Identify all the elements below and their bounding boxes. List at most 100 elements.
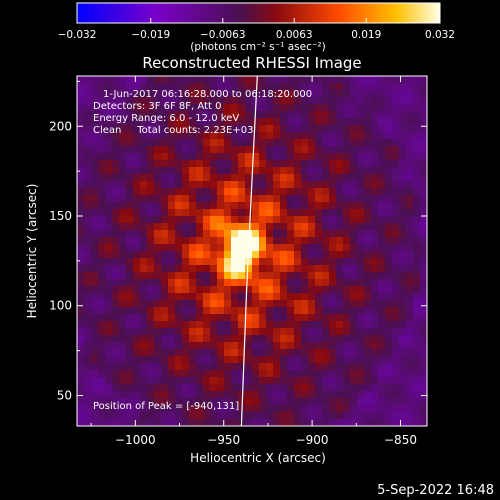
heatmap-cell <box>350 335 358 343</box>
heatmap-cell <box>413 412 421 420</box>
heatmap-cell <box>175 363 183 371</box>
heatmap-cell <box>168 174 176 182</box>
heatmap-cell <box>406 272 414 280</box>
heatmap-cell <box>210 356 218 364</box>
heatmap-cell <box>84 412 92 420</box>
heatmap-cell <box>378 384 386 392</box>
heatmap-cell <box>147 146 155 154</box>
heatmap-cell <box>91 174 99 182</box>
heatmap-cell <box>238 90 246 98</box>
heatmap-cell <box>168 335 176 343</box>
heatmap-cell <box>175 167 183 175</box>
heatmap-cell <box>294 377 302 385</box>
heatmap-cell <box>231 328 239 336</box>
heatmap-cell <box>357 349 365 357</box>
heatmap-cell <box>168 195 176 203</box>
heatmap-cell <box>378 265 386 273</box>
heatmap-cell <box>364 153 372 161</box>
heatmap-cell <box>259 342 267 350</box>
heatmap-cell <box>385 139 393 147</box>
heatmap-cell <box>308 391 316 399</box>
heatmap-cell <box>203 153 211 161</box>
heatmap-cell <box>329 111 337 119</box>
heatmap-cell <box>273 398 281 406</box>
heatmap-cell <box>266 307 274 315</box>
heatmap-cell <box>105 300 113 308</box>
heatmap-cell <box>196 90 204 98</box>
heatmap-cell <box>378 300 386 308</box>
heatmap-cell <box>343 272 351 280</box>
heatmap-cell <box>210 293 218 301</box>
heatmap-cell <box>357 300 365 308</box>
heatmap-cell <box>252 90 260 98</box>
heatmap-cell <box>161 279 169 287</box>
heatmap-cell <box>175 258 183 266</box>
heatmap-cell <box>329 146 337 154</box>
heatmap-cell <box>287 335 295 343</box>
heatmap-cell <box>189 167 197 175</box>
heatmap-cell <box>322 251 330 259</box>
heatmap-cell <box>196 146 204 154</box>
heatmap-cell <box>119 307 127 315</box>
heatmap-cell <box>343 405 351 413</box>
heatmap-cell <box>329 272 337 280</box>
heatmap-cell <box>245 97 253 105</box>
heatmap-cell <box>203 349 211 357</box>
heatmap-cell <box>119 244 127 252</box>
heatmap-cell <box>357 286 365 294</box>
heatmap-cell <box>322 237 330 245</box>
heatmap-cell <box>266 202 274 210</box>
heatmap-cell <box>231 335 239 343</box>
heatmap-cell <box>140 419 148 426</box>
heatmap-cell <box>406 97 414 105</box>
heatmap-cell <box>399 153 407 161</box>
heatmap-cell <box>308 209 316 217</box>
heatmap-cell <box>385 118 393 126</box>
heatmap-cell <box>161 293 169 301</box>
heatmap-cell <box>357 90 365 98</box>
heatmap-cell <box>245 216 253 224</box>
heatmap-cell <box>231 398 239 406</box>
heatmap-cell <box>119 258 127 266</box>
heatmap-cell <box>161 209 169 217</box>
heatmap-cell <box>133 244 141 252</box>
heatmap-cell <box>147 188 155 196</box>
heatmap-cell <box>322 314 330 322</box>
heatmap-cell <box>196 125 204 133</box>
heatmap-cell <box>91 286 99 294</box>
heatmap-cell <box>287 419 295 426</box>
heatmap-cell <box>343 307 351 315</box>
heatmap-cell <box>217 209 225 217</box>
heatmap-cell <box>315 335 323 343</box>
heatmap-cell <box>266 398 274 406</box>
heatmap-cell <box>350 104 358 112</box>
heatmap-cell <box>84 153 92 161</box>
heatmap-cell <box>133 209 141 217</box>
heatmap-cell <box>105 384 113 392</box>
heatmap-cell <box>175 370 183 378</box>
heatmap-cell <box>147 328 155 336</box>
heatmap-cell <box>196 251 204 259</box>
heatmap-cell <box>378 125 386 133</box>
heatmap-cell <box>105 398 113 406</box>
heatmap-cell <box>336 293 344 301</box>
heatmap-cell <box>126 300 134 308</box>
heatmap-cell <box>350 139 358 147</box>
heatmap-cell <box>154 209 162 217</box>
heatmap-cell <box>224 223 232 231</box>
heatmap-cell <box>105 265 113 273</box>
heatmap-cell <box>287 307 295 315</box>
heatmap-cell <box>119 370 127 378</box>
heatmap-cell <box>231 97 239 105</box>
heatmap-cell <box>175 272 183 280</box>
heatmap-cell <box>126 328 134 336</box>
heatmap-cell <box>336 412 344 420</box>
heatmap-cell <box>392 230 400 238</box>
heatmap-cell <box>385 202 393 210</box>
heatmap-cell <box>294 167 302 175</box>
heatmap-cell <box>315 104 323 112</box>
heatmap-cell <box>175 328 183 336</box>
heatmap-cell <box>203 307 211 315</box>
heatmap-cell <box>77 349 85 357</box>
heatmap-cell <box>420 132 427 140</box>
